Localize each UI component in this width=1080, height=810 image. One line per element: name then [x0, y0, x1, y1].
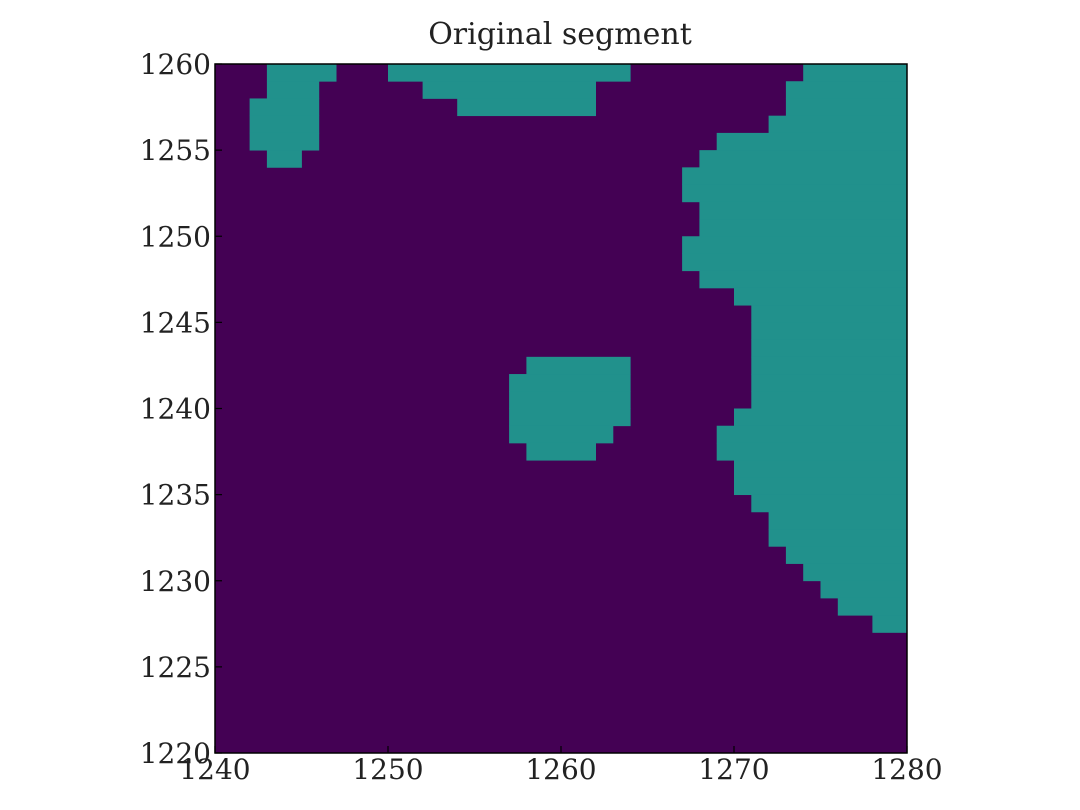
segment-cell: [751, 391, 908, 409]
y-tick-label: 1260: [140, 48, 211, 81]
segment-cell: [699, 150, 908, 168]
segment-cell: [699, 270, 908, 289]
segment-cell: [734, 477, 908, 496]
segment-cell: [249, 115, 320, 134]
segment-cell: [266, 81, 320, 99]
segment-cell: [682, 184, 908, 203]
segment-cell: [751, 494, 908, 513]
segment-cell: [768, 529, 908, 547]
segment-cell: [872, 615, 908, 633]
segment-cell: [751, 322, 908, 341]
segment-cell: [751, 305, 908, 323]
segment-cell: [768, 115, 908, 134]
segment-cell: [509, 425, 614, 444]
x-tick-label: 1260: [525, 753, 596, 786]
segment-cell: [249, 98, 320, 117]
segment-cell: [803, 64, 908, 82]
segment-cell: [751, 339, 908, 358]
segment-cell: [509, 374, 631, 392]
segment-cell: [422, 81, 596, 99]
segment-cell: [734, 408, 908, 427]
y-tick-label: 1230: [140, 565, 211, 598]
segment-cell: [734, 460, 908, 478]
y-tick-label: 1235: [140, 479, 211, 512]
y-tick-label: 1250: [140, 220, 211, 253]
segment-cell: [751, 356, 908, 375]
x-tick-label: 1270: [698, 753, 769, 786]
segment-cell: [716, 132, 908, 151]
segment-cell: [716, 442, 908, 461]
y-tick-label: 1225: [140, 651, 211, 684]
segment-cell: [820, 580, 908, 599]
segment-cell: [682, 167, 908, 185]
segment-cell: [699, 201, 908, 220]
plot-area: [215, 64, 908, 753]
segment-cell: [751, 374, 908, 392]
x-tick-label: 1280: [871, 753, 942, 786]
segment-cell: [249, 132, 320, 151]
segment-cell: [785, 98, 908, 117]
y-tick-label: 1220: [140, 737, 211, 770]
segment-cell: [266, 64, 337, 82]
x-tick-label: 1240: [179, 753, 250, 786]
segment-cell: [457, 98, 596, 117]
segment-cell: [682, 253, 908, 272]
segment-cell: [803, 563, 908, 582]
segment-cell: [699, 219, 908, 237]
x-axis: 1240 1250 1260 1270 1280: [179, 746, 943, 786]
segment-cell: [509, 408, 631, 427]
segment-cells: [249, 64, 908, 633]
segment-cell: [682, 236, 908, 254]
segment-cell: [716, 425, 908, 444]
y-tick-label: 1245: [140, 306, 211, 339]
segment-cell: [266, 150, 302, 168]
y-axis: 1220 1225 1230 1235 1240 1245 1250 1255 1260: [140, 48, 222, 770]
segment-cell: [509, 391, 631, 409]
y-tick-label: 1255: [140, 134, 211, 167]
y-tick-label: 1240: [140, 393, 211, 426]
segment-cell: [785, 546, 908, 564]
x-tick-label: 1250: [352, 753, 423, 786]
chart-title: Original segment: [428, 17, 692, 52]
segment-cell: [526, 442, 596, 461]
segment-cell: [526, 356, 631, 375]
segment-cell: [768, 511, 908, 530]
segment-cell: [785, 81, 908, 99]
segment-cell: [734, 287, 908, 306]
segment-cell: [388, 64, 631, 82]
segment-cell: [837, 597, 908, 616]
